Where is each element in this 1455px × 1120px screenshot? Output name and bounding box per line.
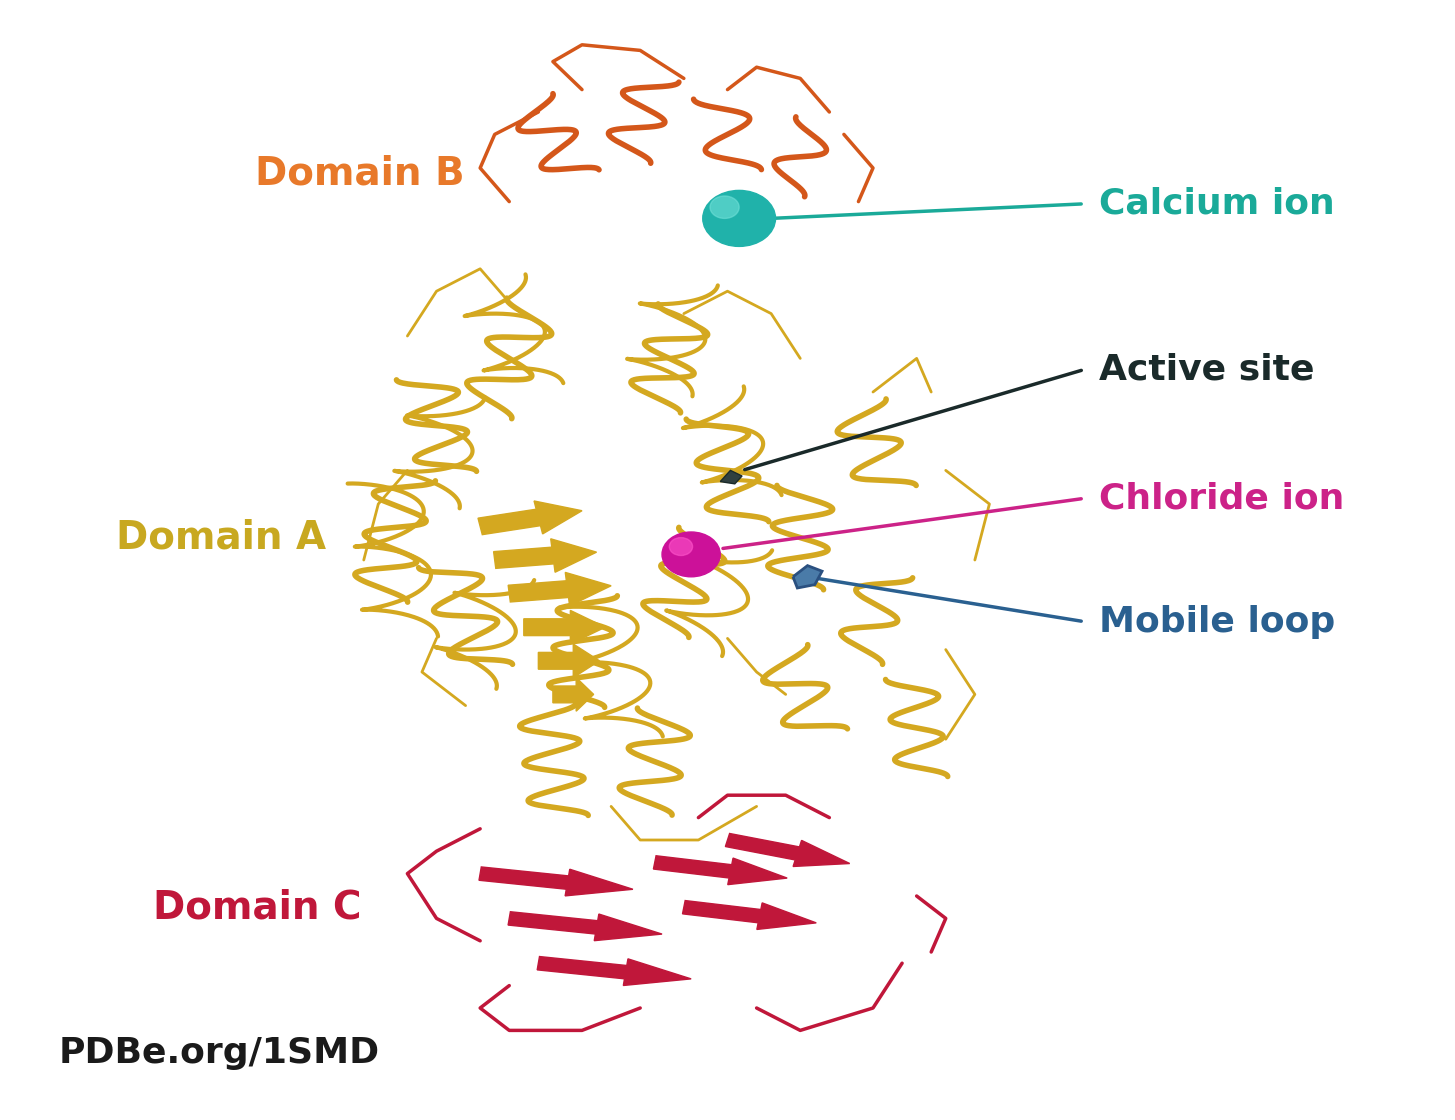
Circle shape bbox=[710, 196, 739, 218]
FancyArrow shape bbox=[508, 572, 611, 606]
Circle shape bbox=[703, 190, 776, 246]
FancyArrow shape bbox=[538, 644, 599, 678]
FancyArrow shape bbox=[682, 900, 816, 930]
Circle shape bbox=[662, 532, 720, 577]
FancyArrow shape bbox=[493, 539, 597, 572]
PathPatch shape bbox=[720, 470, 742, 484]
Text: Domain A: Domain A bbox=[116, 519, 326, 557]
Text: Active site: Active site bbox=[1099, 353, 1314, 386]
FancyArrow shape bbox=[537, 956, 691, 986]
FancyArrow shape bbox=[524, 610, 605, 644]
Text: PDBe.org/1SMD: PDBe.org/1SMD bbox=[58, 1036, 380, 1070]
Text: Chloride ion: Chloride ion bbox=[1099, 482, 1344, 515]
Text: Domain B: Domain B bbox=[255, 155, 464, 193]
PathPatch shape bbox=[793, 566, 822, 588]
Text: Mobile loop: Mobile loop bbox=[1099, 605, 1334, 638]
FancyArrow shape bbox=[479, 501, 582, 534]
Text: Calcium ion: Calcium ion bbox=[1099, 187, 1334, 221]
FancyArrow shape bbox=[726, 833, 850, 867]
FancyArrow shape bbox=[653, 856, 787, 885]
FancyArrow shape bbox=[508, 912, 662, 941]
Circle shape bbox=[669, 538, 693, 556]
Text: Domain C: Domain C bbox=[153, 888, 361, 926]
FancyArrow shape bbox=[553, 678, 594, 711]
FancyArrow shape bbox=[479, 867, 633, 896]
